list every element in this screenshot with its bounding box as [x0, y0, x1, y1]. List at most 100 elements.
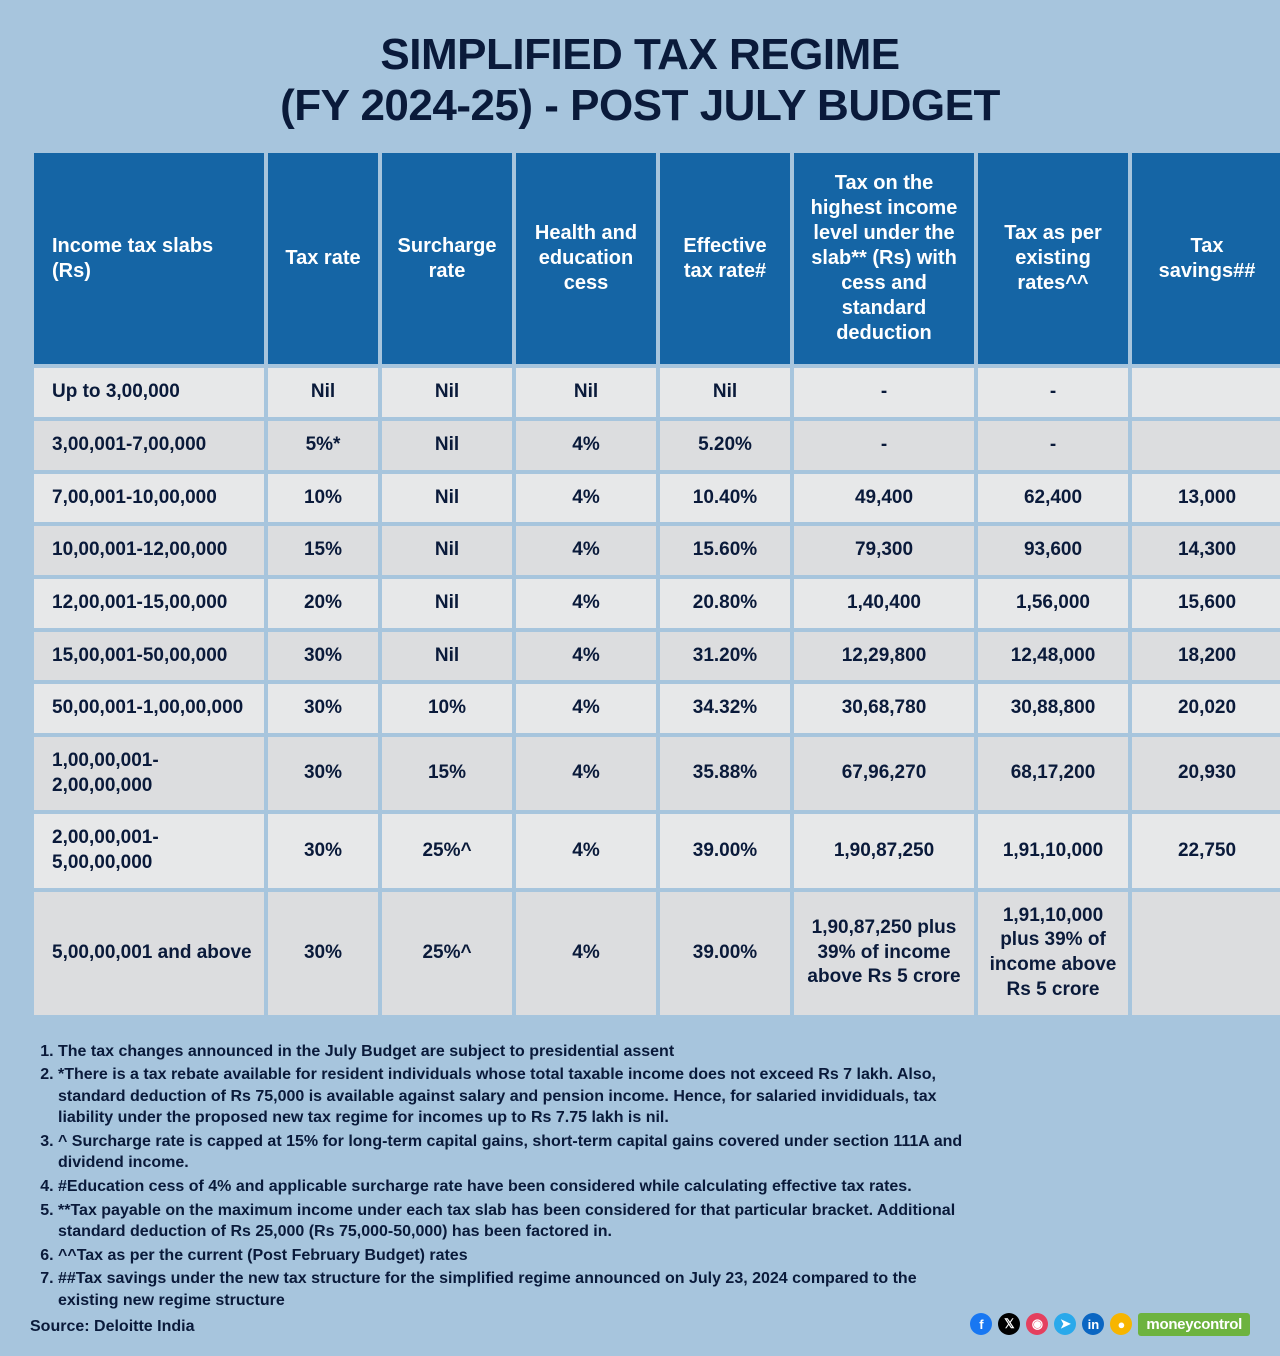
table-cell: Up to 3,00,000 [34, 368, 264, 417]
table-row: 12,00,001-15,00,00020%Nil4%20.80%1,40,40… [34, 579, 1280, 628]
table-cell: 67,96,270 [794, 737, 974, 810]
table-cell: Nil [382, 526, 512, 575]
table-cell: 62,400 [978, 474, 1128, 523]
footnotes: The tax changes announced in the July Bu… [30, 1041, 970, 1312]
table-cell: 12,48,000 [978, 632, 1128, 681]
column-header: Tax on the highest income level under th… [794, 153, 974, 364]
table-cell: 2,00,00,001-5,00,00,000 [34, 814, 264, 887]
table-cell: 25%^ [382, 892, 512, 1015]
table-cell: 4% [516, 814, 656, 887]
table-cell: 13,000 [1132, 474, 1280, 523]
footnote-item: *There is a tax rebate available for res… [58, 1064, 970, 1129]
table-cell: 5%* [268, 421, 378, 470]
table-cell: 3,00,001-7,00,000 [34, 421, 264, 470]
table-cell: 10.40% [660, 474, 790, 523]
facebook-icon[interactable]: f [970, 1313, 992, 1335]
table-cell: 93,600 [978, 526, 1128, 575]
table-cell: 15,00,001-50,00,000 [34, 632, 264, 681]
table-cell: 30% [268, 737, 378, 810]
table-cell: 1,90,87,250 plus 39% of income above Rs … [794, 892, 974, 1015]
table-cell: 49,400 [794, 474, 974, 523]
column-header: Tax as per existing rates^^ [978, 153, 1128, 364]
table-cell: 79,300 [794, 526, 974, 575]
instagram-icon[interactable]: ◉ [1026, 1313, 1048, 1335]
table-cell: Nil [382, 474, 512, 523]
table-row: 15,00,001-50,00,00030%Nil4%31.20%12,29,8… [34, 632, 1280, 681]
column-header: Surcharge rate [382, 153, 512, 364]
table-cell: Nil [268, 368, 378, 417]
table-cell: 7,00,001-10,00,000 [34, 474, 264, 523]
footnote-item: The tax changes announced in the July Bu… [58, 1041, 970, 1063]
table-row: 2,00,00,001-5,00,00,00030%25%^4%39.00% 1,… [34, 814, 1280, 887]
table-cell: 4% [516, 474, 656, 523]
table-cell: 20% [268, 579, 378, 628]
table-cell: 50,00,001-1,00,00,000 [34, 684, 264, 733]
table-row: 3,00,001-7,00,0005%*Nil4%5.20%-- [34, 421, 1280, 470]
table-cell: 12,29,800 [794, 632, 974, 681]
column-header: Health and education cess [516, 153, 656, 364]
table-cell: 30% [268, 814, 378, 887]
column-header: Tax rate [268, 153, 378, 364]
table-cell [1132, 421, 1280, 470]
title-line-1: SIMPLIFIED TAX REGIME [380, 30, 899, 79]
footer: The tax changes announced in the July Bu… [30, 1023, 1250, 1336]
page-title: SIMPLIFIED TAX REGIME (FY 2024-25) - POS… [30, 30, 1250, 131]
footnote-item: #Education cess of 4% and applicable sur… [58, 1176, 970, 1198]
table-cell: 10% [382, 684, 512, 733]
table-cell: Nil [660, 368, 790, 417]
table-cell: 31.20% [660, 632, 790, 681]
table-cell: 20,020 [1132, 684, 1280, 733]
social-icons-row: f𝕏 ◉ ➤ in ● moneycontrol [970, 1313, 1250, 1336]
table-cell: 4% [516, 526, 656, 575]
table-cell: 1,91,10,000 plus 39% of income above Rs … [978, 892, 1128, 1015]
table-cell: 15% [268, 526, 378, 575]
table-cell [1132, 368, 1280, 417]
table-cell: Nil [382, 368, 512, 417]
table-row: 1,00,00,001-2,00,00,00030%15%4%35.88%67,… [34, 737, 1280, 810]
brand-logo[interactable]: moneycontrol [1138, 1313, 1250, 1336]
footnote-item: **Tax payable on the maximum income unde… [58, 1200, 970, 1243]
table-cell: 34.32% [660, 684, 790, 733]
table-cell: 30,88,800 [978, 684, 1128, 733]
table-cell: 4% [516, 579, 656, 628]
table-cell: 30% [268, 684, 378, 733]
table-header-row: Income tax slabs (Rs)Tax rateSurcharge r… [34, 153, 1280, 364]
table-cell: 1,40,400 [794, 579, 974, 628]
table-cell: 4% [516, 632, 656, 681]
table-cell: 35.88% [660, 737, 790, 810]
table-row: 7,00,001-10,00,00010%Nil4%10.40%49,40062… [34, 474, 1280, 523]
table-cell: 22,750 [1132, 814, 1280, 887]
table-cell: - [794, 421, 974, 470]
app-icon[interactable]: ● [1110, 1313, 1132, 1335]
table-cell: 1,91,10,000 [978, 814, 1128, 887]
table-cell: 4% [516, 892, 656, 1015]
table-cell: Nil [382, 632, 512, 681]
table-cell: 25%^ [382, 814, 512, 887]
table-cell: 15.60% [660, 526, 790, 575]
infographic-container: SIMPLIFIED TAX REGIME (FY 2024-25) - POS… [30, 30, 1250, 1336]
source-attribution: Source: Deloitte India [30, 1318, 970, 1336]
table-cell: 30% [268, 632, 378, 681]
table-cell: 14,300 [1132, 526, 1280, 575]
telegram-icon[interactable]: ➤ [1054, 1313, 1076, 1335]
table-body: Up to 3,00,000NilNilNilNil--3,00,001-7,0… [34, 368, 1280, 1014]
table-cell: 10,00,001-12,00,000 [34, 526, 264, 575]
table-cell: 15,600 [1132, 579, 1280, 628]
linkedin-icon[interactable]: in [1082, 1313, 1104, 1335]
table-cell: 18,200 [1132, 632, 1280, 681]
table-cell [1132, 892, 1280, 1015]
table-cell: 30% [268, 892, 378, 1015]
table-cell: 4% [516, 421, 656, 470]
table-cell: - [978, 368, 1128, 417]
table-cell: 15% [382, 737, 512, 810]
table-row: Up to 3,00,000NilNilNilNil-- [34, 368, 1280, 417]
table-cell: 12,00,001-15,00,000 [34, 579, 264, 628]
tax-table: Income tax slabs (Rs)Tax rateSurcharge r… [30, 149, 1280, 1018]
table-cell: 68,17,200 [978, 737, 1128, 810]
table-cell: 1,00,00,001-2,00,00,000 [34, 737, 264, 810]
table-cell: 10% [268, 474, 378, 523]
table-cell: - [794, 368, 974, 417]
table-cell: Nil [382, 421, 512, 470]
table-cell: 39.00% [660, 814, 790, 887]
x-icon[interactable]: 𝕏 [998, 1313, 1020, 1335]
